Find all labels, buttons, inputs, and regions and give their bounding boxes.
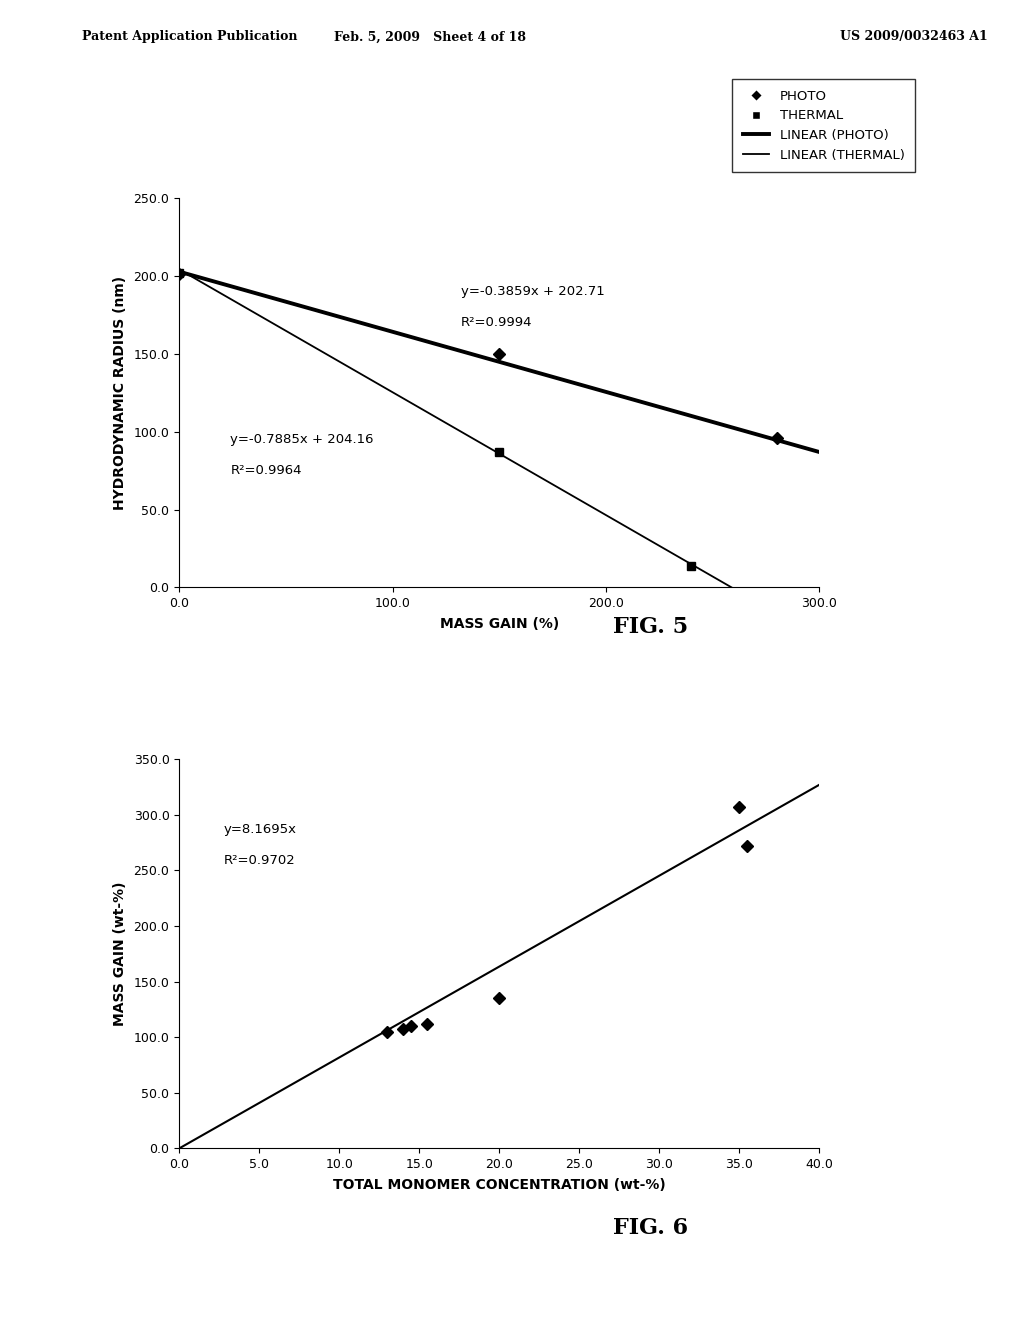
Text: FIG. 5: FIG. 5 bbox=[612, 616, 688, 638]
X-axis label: TOTAL MONOMER CONCENTRATION (wt-%): TOTAL MONOMER CONCENTRATION (wt-%) bbox=[333, 1177, 666, 1192]
Text: R²=0.9994: R²=0.9994 bbox=[461, 315, 532, 329]
Y-axis label: MASS GAIN (wt-%): MASS GAIN (wt-%) bbox=[113, 882, 127, 1026]
Text: R²=0.9702: R²=0.9702 bbox=[224, 854, 296, 867]
Legend: PHOTO, THERMAL, LINEAR (PHOTO), LINEAR (THERMAL): PHOTO, THERMAL, LINEAR (PHOTO), LINEAR (… bbox=[732, 79, 915, 172]
Text: FIG. 6: FIG. 6 bbox=[612, 1217, 688, 1238]
Text: R²=0.9964: R²=0.9964 bbox=[230, 465, 302, 477]
Y-axis label: HYDRODYNAMIC RADIUS (nm): HYDRODYNAMIC RADIUS (nm) bbox=[113, 276, 127, 510]
X-axis label: MASS GAIN (%): MASS GAIN (%) bbox=[439, 616, 559, 631]
Text: US 2009/0032463 A1: US 2009/0032463 A1 bbox=[840, 30, 987, 44]
Text: Patent Application Publication: Patent Application Publication bbox=[82, 30, 297, 44]
Text: Feb. 5, 2009   Sheet 4 of 18: Feb. 5, 2009 Sheet 4 of 18 bbox=[334, 30, 526, 44]
Text: y=-0.3859x + 202.71: y=-0.3859x + 202.71 bbox=[461, 285, 604, 298]
Text: y=-0.7885x + 204.16: y=-0.7885x + 204.16 bbox=[230, 433, 374, 446]
Text: y=8.1695x: y=8.1695x bbox=[224, 822, 297, 836]
